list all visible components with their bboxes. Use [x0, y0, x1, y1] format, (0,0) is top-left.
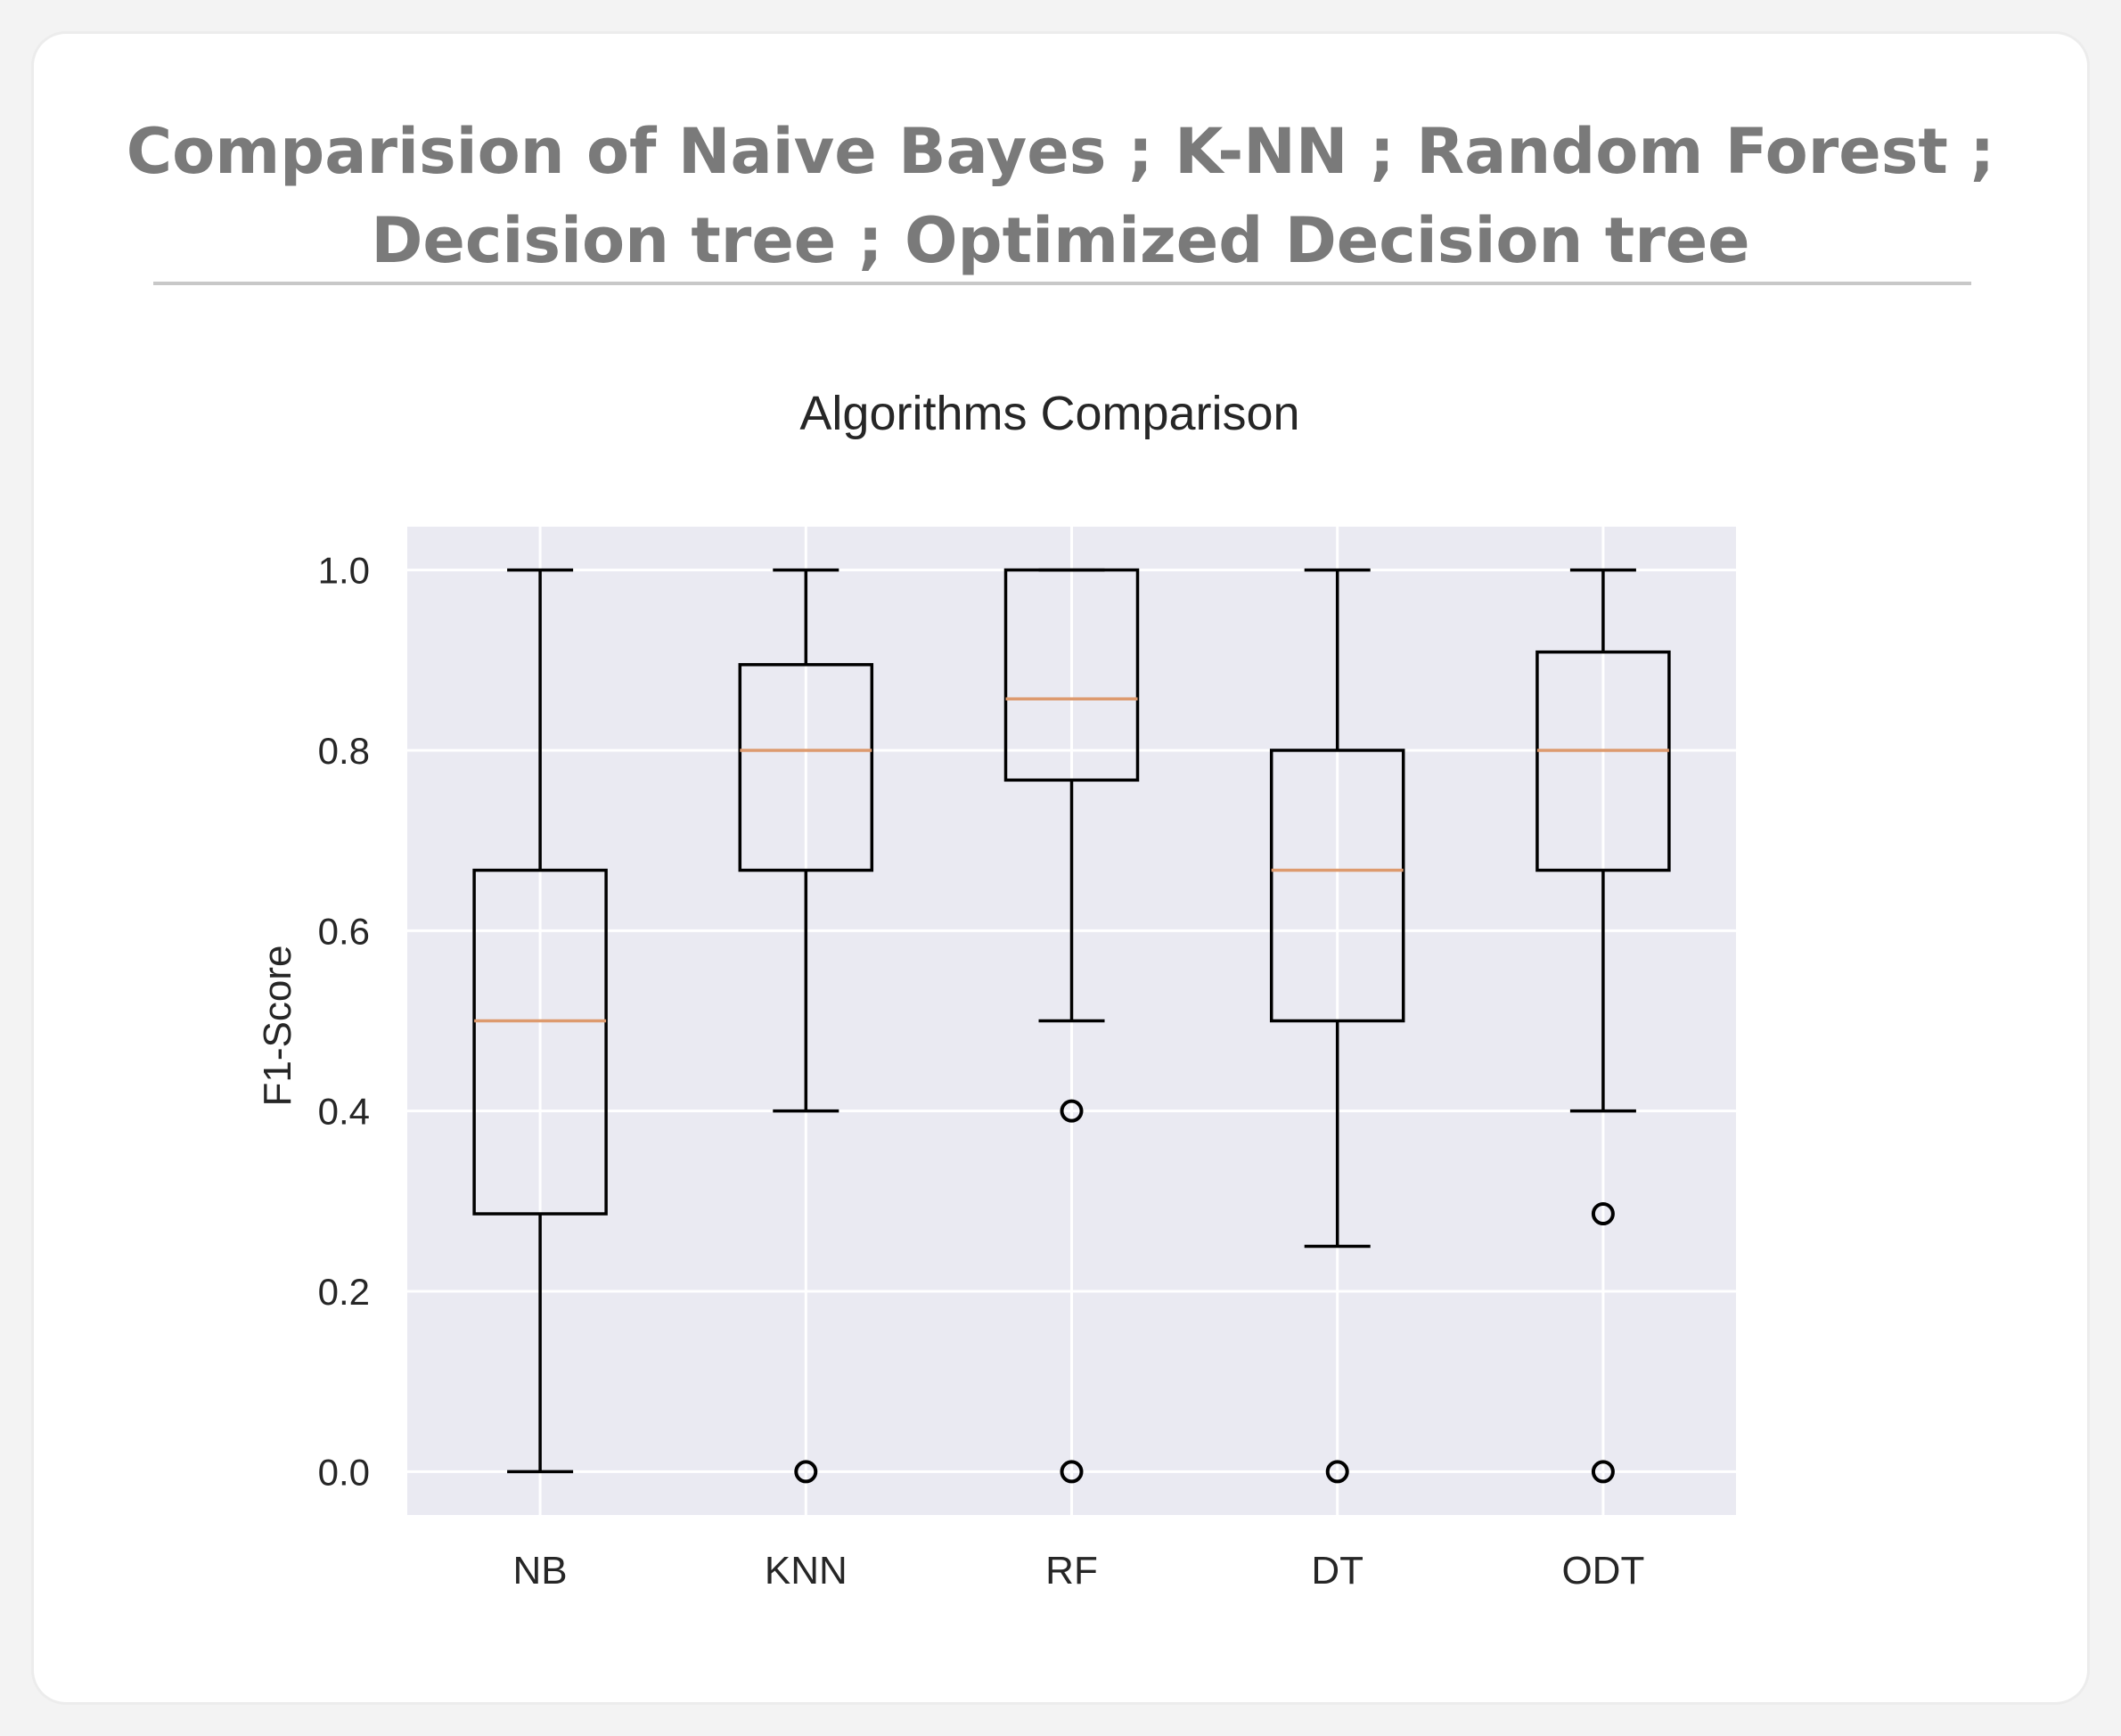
outlier-point — [1060, 1099, 1084, 1123]
iqr-box — [1269, 749, 1405, 1023]
chart-title: Algorithms Comparison — [799, 387, 1299, 440]
outlier-point — [1591, 1202, 1615, 1226]
iqr-box — [1003, 568, 1140, 782]
title-divider — [153, 282, 1971, 285]
y-tick-label: 1.0 — [318, 550, 370, 592]
plot-area: 0.0 0.2 0.4 0.6 0.8 1.0 NB KNN RF DT ODT — [318, 527, 1736, 1593]
x-tick-label: KNN — [765, 1549, 848, 1593]
x-tick-label: ODT — [1561, 1549, 1644, 1593]
y-axis-label: F1-Score — [256, 946, 299, 1107]
x-tick-label: RF — [1045, 1549, 1098, 1593]
outlier-point — [1325, 1460, 1349, 1484]
page-title: Comparision of Naive Bayes ; K-NN ; Rand… — [126, 115, 1995, 277]
y-tick-label: 0.8 — [318, 730, 370, 772]
x-tick-label: NB — [513, 1549, 568, 1593]
y-tick-label: 0.6 — [318, 910, 370, 952]
iqr-box — [738, 663, 874, 872]
outlier-point — [794, 1460, 818, 1484]
x-tick-label: DT — [1311, 1549, 1364, 1593]
outlier-point — [1591, 1460, 1615, 1484]
y-tick-label: 0.0 — [318, 1451, 370, 1493]
iqr-box — [1535, 650, 1671, 872]
y-tick-label: 0.4 — [318, 1091, 370, 1133]
iqr-box — [472, 868, 608, 1216]
outlier-point — [1060, 1460, 1084, 1484]
y-tick-label: 0.2 — [318, 1271, 370, 1313]
